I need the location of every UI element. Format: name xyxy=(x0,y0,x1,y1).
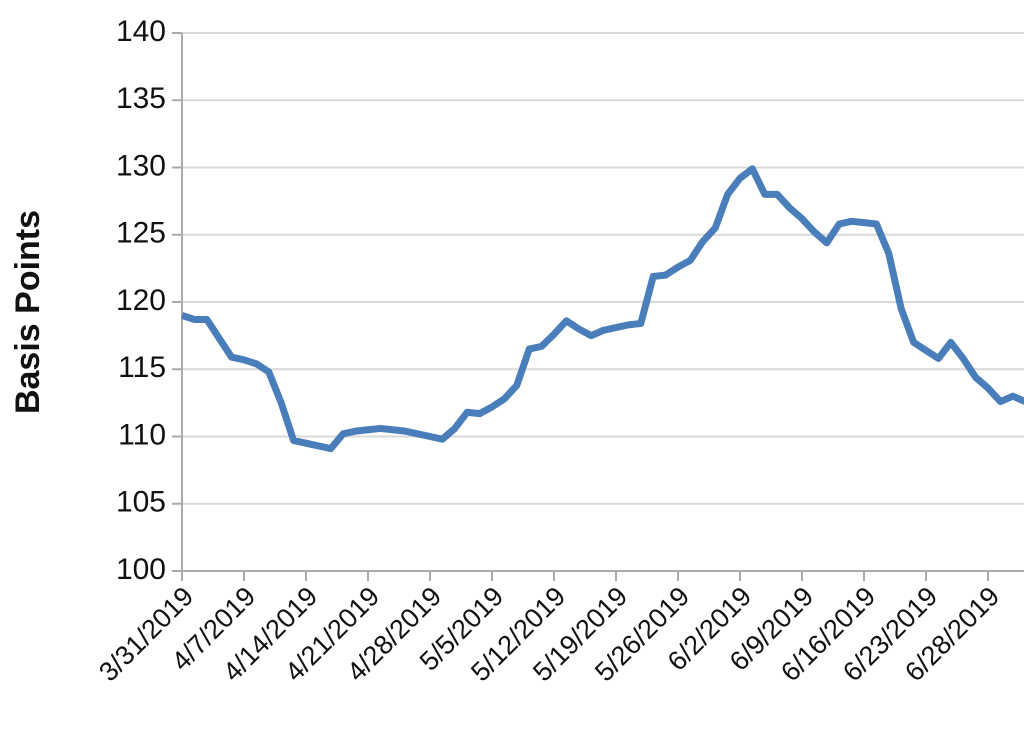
y-tick-label: 120 xyxy=(116,284,166,317)
y-tick-label: 125 xyxy=(116,217,166,250)
y-tick-label: 140 xyxy=(116,15,166,48)
line xyxy=(180,165,1024,453)
y-tick-label: 105 xyxy=(116,486,166,519)
y-tick-label: 130 xyxy=(116,149,166,182)
y-tick-label: 135 xyxy=(116,82,166,115)
y-tick-label: 110 xyxy=(118,418,166,451)
y-tick-label: 100 xyxy=(116,553,166,586)
y-tick-label: 115 xyxy=(118,351,166,384)
y-axis-title: Basis Points xyxy=(9,210,47,414)
